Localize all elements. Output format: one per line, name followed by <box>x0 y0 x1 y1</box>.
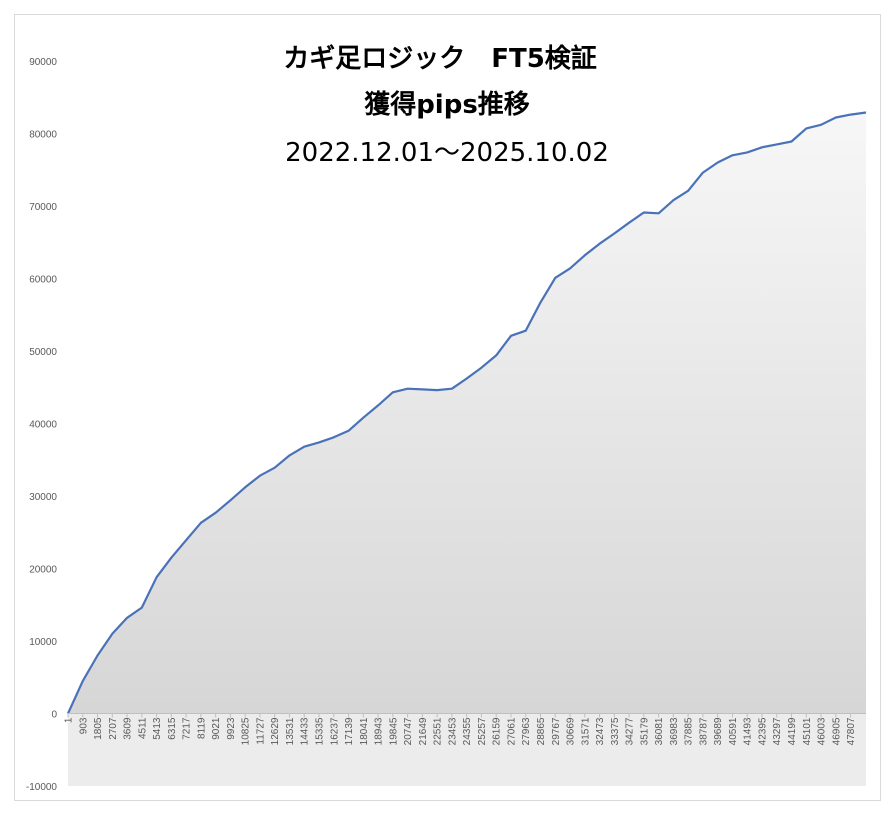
x-tick-label: 44199 <box>787 717 798 745</box>
x-tick-label: 43297 <box>772 717 783 745</box>
x-tick-label: 9021 <box>211 717 222 740</box>
x-tick-label: 41493 <box>743 717 754 745</box>
x-tick-label: 8119 <box>196 717 207 739</box>
x-tick-label: 20747 <box>403 717 414 745</box>
chart-title: カギ足ロジック FT5検証 <box>283 43 597 74</box>
chart-date-range: 2022.12.01～2025.10.02 <box>285 138 609 168</box>
x-tick-label: 9923 <box>226 717 237 740</box>
y-tick-label: 80000 <box>29 130 57 141</box>
x-tick-label: 14433 <box>300 717 311 745</box>
x-tick-label: 46905 <box>831 717 842 745</box>
x-tick-label: 26159 <box>492 717 503 745</box>
x-tick-label: 35179 <box>639 717 650 745</box>
x-tick-label: 17139 <box>344 717 355 745</box>
x-tick-label: 40591 <box>728 717 739 745</box>
x-tick-label: 3609 <box>123 717 134 740</box>
x-tick-label: 37885 <box>684 717 695 745</box>
x-label-band <box>68 713 866 786</box>
x-tick-label: 18041 <box>359 717 370 745</box>
x-tick-label: 29767 <box>551 717 562 745</box>
y-tick-label: 10000 <box>29 637 57 648</box>
x-tick-label: 25257 <box>477 717 488 745</box>
x-tick-label: 30669 <box>566 717 577 745</box>
x-tick-label: 42395 <box>757 717 768 745</box>
x-tick-label: 11727 <box>255 717 266 745</box>
x-tick-label: 24355 <box>462 717 473 745</box>
x-tick-label: 7217 <box>182 717 193 740</box>
x-tick-label: 46003 <box>817 717 828 745</box>
x-tick-label: 16237 <box>329 717 340 745</box>
x-tick-label: 15335 <box>315 717 326 745</box>
x-tick-label: 27963 <box>521 717 532 745</box>
x-tick-label: 23453 <box>447 717 458 745</box>
y-tick-label: -10000 <box>26 782 58 793</box>
x-tick-label: 903 <box>78 717 89 734</box>
x-tick-label: 1 <box>64 717 75 723</box>
x-tick-label: 6315 <box>167 717 178 740</box>
y-tick-label: 30000 <box>29 492 57 503</box>
x-tick-label: 33375 <box>610 717 621 745</box>
x-tick-label: 22551 <box>433 717 444 745</box>
x-tick-label: 18943 <box>374 717 385 745</box>
x-tick-label: 39689 <box>713 717 724 745</box>
x-tick-label: 10825 <box>241 717 252 745</box>
x-tick-label: 28865 <box>536 717 547 745</box>
x-tick-label: 34277 <box>625 717 636 745</box>
y-tick-label: 0 <box>51 710 57 721</box>
area-fill <box>68 112 866 714</box>
x-tick-label: 2707 <box>108 717 119 740</box>
line <box>66 111 867 714</box>
y-tick-label: 50000 <box>29 347 57 358</box>
x-tick-label: 38787 <box>698 717 709 745</box>
y-tick-label: 20000 <box>29 565 57 576</box>
x-tick-label: 1805 <box>93 717 104 740</box>
x-tick-label: 36983 <box>669 717 680 745</box>
x-tick-label: 27061 <box>506 717 517 745</box>
y-tick-label: 40000 <box>29 420 57 431</box>
chart-subtitle: 獲得pips推移 <box>364 90 530 120</box>
y-tick-label: 60000 <box>29 275 57 286</box>
x-tick-label: 5413 <box>152 717 163 740</box>
y-tick-label: 70000 <box>29 202 57 213</box>
x-tick-label: 4511 <box>137 717 148 739</box>
x-tick-label: 32473 <box>595 717 606 745</box>
x-tick-label: 12629 <box>270 717 281 745</box>
x-tick-label: 21649 <box>418 717 429 745</box>
x-tick-label: 31571 <box>580 717 591 745</box>
x-tick-label: 45101 <box>802 717 813 745</box>
x-tick-label: 19845 <box>388 717 399 745</box>
y-tick-label: 90000 <box>29 57 57 68</box>
x-tick-label: 36081 <box>654 717 665 745</box>
x-tick-label: 13531 <box>285 717 296 745</box>
x-tick-label: 47807 <box>846 717 857 745</box>
